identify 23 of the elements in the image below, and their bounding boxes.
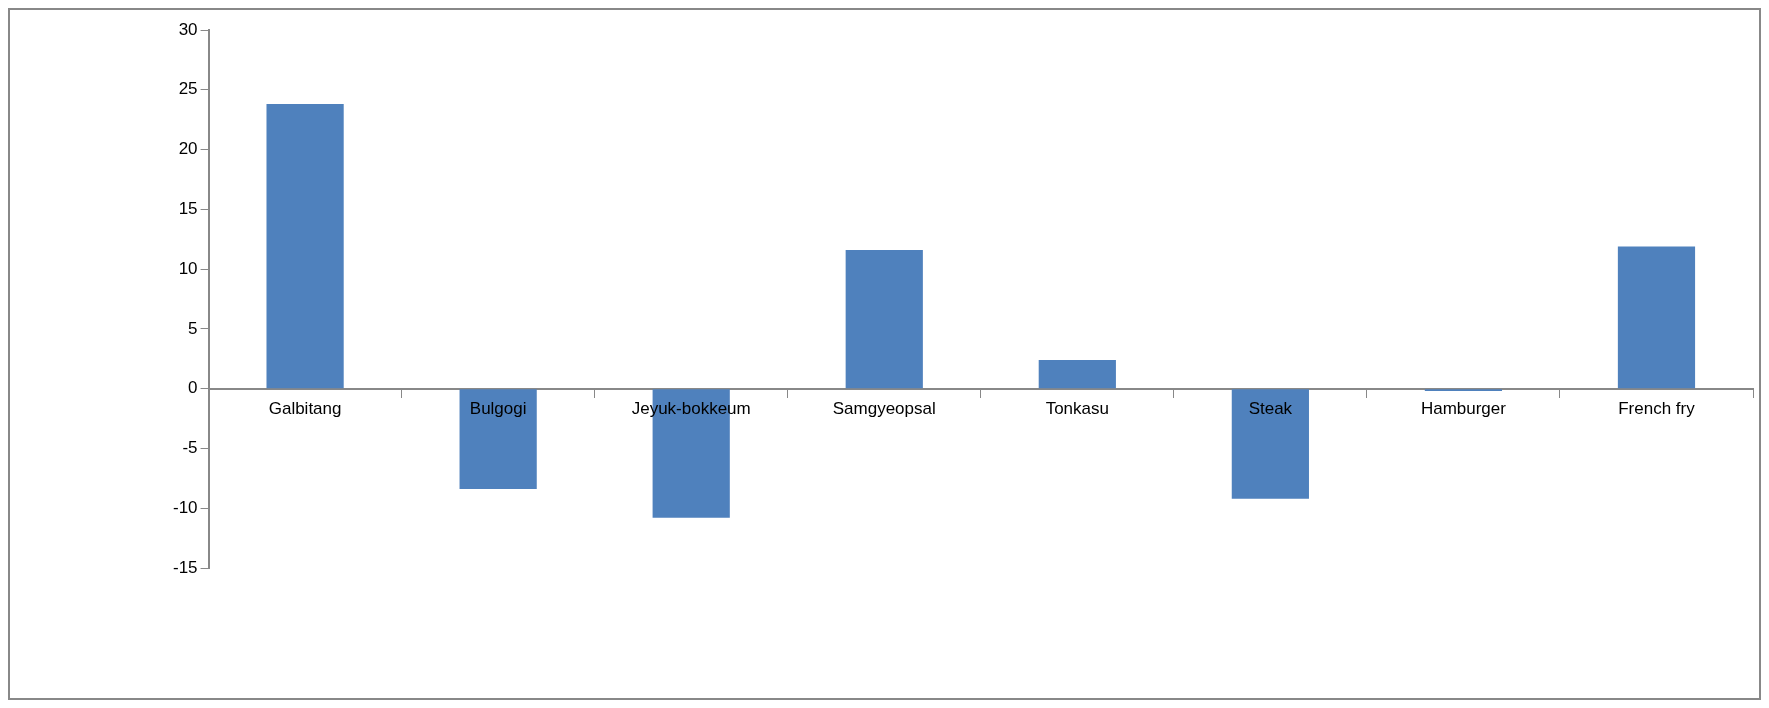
bar [266,104,344,389]
y-tick-label: 0 [188,378,198,398]
bar [459,389,537,490]
y-tick-label: 15 [178,199,198,219]
y-tick-label: 30 [178,19,198,39]
y-tick-label: 25 [178,79,198,99]
y-tick-label: 10 [178,258,198,278]
x-tick-label: French fry [1618,398,1696,418]
bar [1231,389,1309,499]
y-tick-label: -10 [172,497,198,517]
x-tick-label: Galbitang [268,398,342,418]
y-tick-label: -5 [182,438,198,458]
bar [845,249,923,389]
x-tick-label: Hamburger [1420,398,1507,418]
y-tick-label: -15 [172,557,198,577]
bar [1038,359,1116,389]
x-tick-label: Tonkasu [1045,398,1109,418]
bar [1617,246,1696,389]
x-tick-label: Bulgogi [469,398,527,418]
x-tick-label: Steak [1248,398,1293,418]
y-tick-label: 20 [178,139,198,159]
x-tick-label: Samgyeopsal [832,398,936,418]
y-tick-label: 5 [188,318,198,338]
